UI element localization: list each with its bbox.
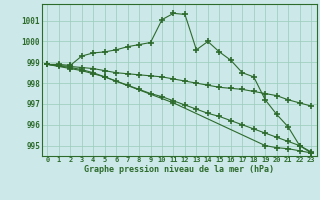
X-axis label: Graphe pression niveau de la mer (hPa): Graphe pression niveau de la mer (hPa) — [84, 165, 274, 174]
